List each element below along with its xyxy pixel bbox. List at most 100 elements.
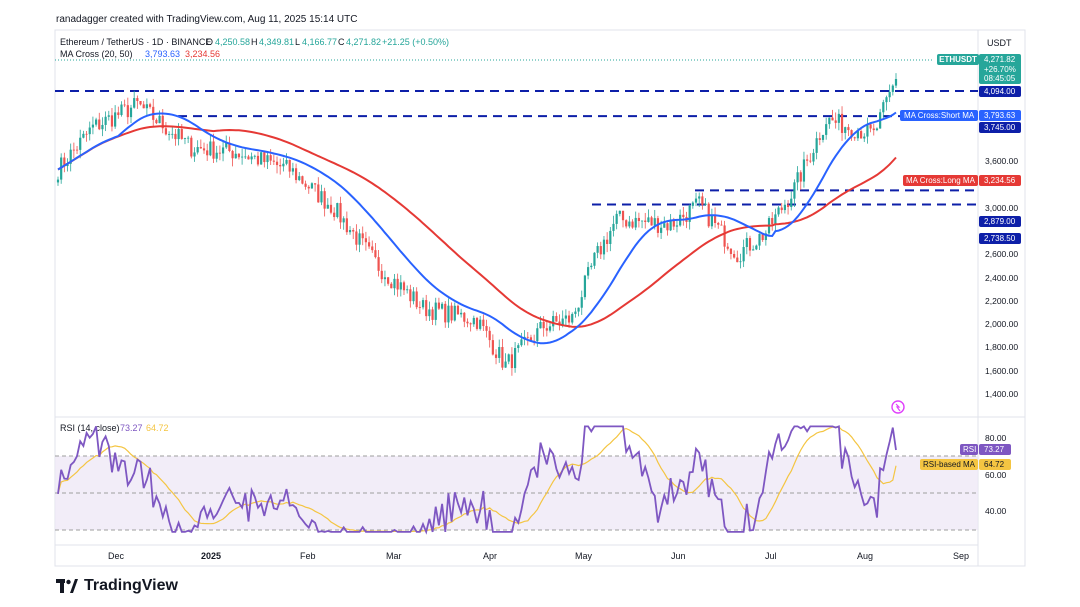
candle (780, 202, 783, 214)
candle (142, 101, 145, 109)
candle-body (460, 312, 463, 315)
last-price-text: 4,271.82 (984, 55, 1016, 64)
rsi-lines (57, 425, 897, 535)
candle-body (326, 204, 329, 209)
candle (326, 198, 329, 209)
candle (167, 131, 171, 141)
candle-body (542, 321, 545, 329)
candle (367, 236, 371, 249)
candle-body (682, 214, 685, 218)
candle (282, 157, 285, 172)
time-axis[interactable]: Dec 2025 Feb Mar Apr May Jun Jul Aug Sep (108, 551, 969, 561)
candle-body (231, 150, 234, 159)
legend-change: +21.25 (+0.50%) (382, 37, 449, 47)
alert-icon[interactable] (891, 400, 905, 414)
candle-body (199, 147, 202, 149)
time-tick: Apr (483, 551, 497, 561)
candle-body (336, 203, 339, 218)
candle-body (637, 217, 640, 222)
candle-body (314, 183, 317, 185)
candle (447, 298, 450, 328)
candle (764, 230, 767, 246)
symbol-badge (937, 54, 979, 65)
candle-body (101, 124, 104, 130)
candle (187, 135, 190, 144)
candle (758, 233, 761, 250)
level-2738-text: 2,738.50 (984, 234, 1016, 243)
candle (358, 229, 361, 253)
candle-body (180, 129, 183, 139)
candle (114, 105, 117, 129)
candle-body (875, 128, 879, 131)
candle-body (244, 156, 247, 158)
candle-body (847, 127, 850, 131)
candle (682, 207, 685, 226)
candle-body (571, 313, 574, 323)
candle (412, 287, 415, 305)
candle (209, 134, 212, 157)
candle (437, 297, 441, 311)
candle (418, 301, 421, 314)
horizontal-levels[interactable] (55, 90, 978, 206)
candle-body (456, 305, 460, 315)
candle (260, 151, 263, 165)
candle (190, 135, 193, 159)
candle-body (726, 246, 729, 249)
candle-body (758, 233, 761, 246)
candle-body (209, 141, 212, 156)
candle (136, 95, 139, 109)
candle-body (164, 128, 168, 135)
candle-body (539, 321, 542, 329)
candle (345, 211, 348, 235)
candle (710, 208, 713, 230)
candle (834, 112, 837, 129)
candle (894, 73, 898, 89)
candle-body (66, 163, 69, 167)
candle-body (783, 204, 787, 211)
candle (796, 166, 799, 191)
candle (456, 304, 460, 315)
candle-body (396, 278, 399, 290)
candle-body (494, 354, 498, 358)
candle (713, 207, 717, 228)
last-price-badge (979, 54, 1021, 84)
candle (513, 341, 517, 373)
candle (742, 239, 745, 268)
candle-body (133, 98, 136, 108)
candle (323, 187, 326, 217)
candle-body (844, 127, 847, 133)
time-tick: 2025 (201, 551, 221, 561)
rsi-value-text: 73.27 (984, 445, 1005, 454)
ma-short-value-text: 3,793.63 (984, 111, 1016, 120)
candle-body (825, 124, 828, 135)
candle-body (666, 223, 669, 231)
candle-body (212, 141, 215, 159)
candle-body (498, 347, 501, 358)
candle (453, 302, 456, 322)
candle (802, 151, 806, 188)
candle-body (469, 323, 472, 325)
candle (526, 332, 529, 346)
candle (748, 235, 752, 257)
candle (256, 151, 260, 167)
candle (301, 175, 304, 185)
candle-body (129, 107, 133, 118)
candle (145, 98, 148, 116)
candle-body (120, 104, 123, 116)
price-axis[interactable]: 3,600.00 3,000.00 2,600.00 2,400.00 2,20… (985, 156, 1018, 399)
rsi-axis[interactable]: 80.00 60.00 40.00 (985, 433, 1007, 516)
candle (94, 117, 98, 127)
candle-body (834, 120, 837, 123)
tradingview-logo: TradingView (56, 577, 178, 595)
candle (679, 209, 682, 227)
ma-long-line (57, 125, 897, 328)
rsi-ma-label-badge (920, 459, 978, 470)
candle-body (320, 191, 323, 203)
candle-body (94, 119, 98, 125)
candle-body (415, 291, 418, 308)
candle-body (161, 115, 164, 129)
time-tick: Jul (765, 551, 777, 561)
candle (790, 191, 793, 211)
